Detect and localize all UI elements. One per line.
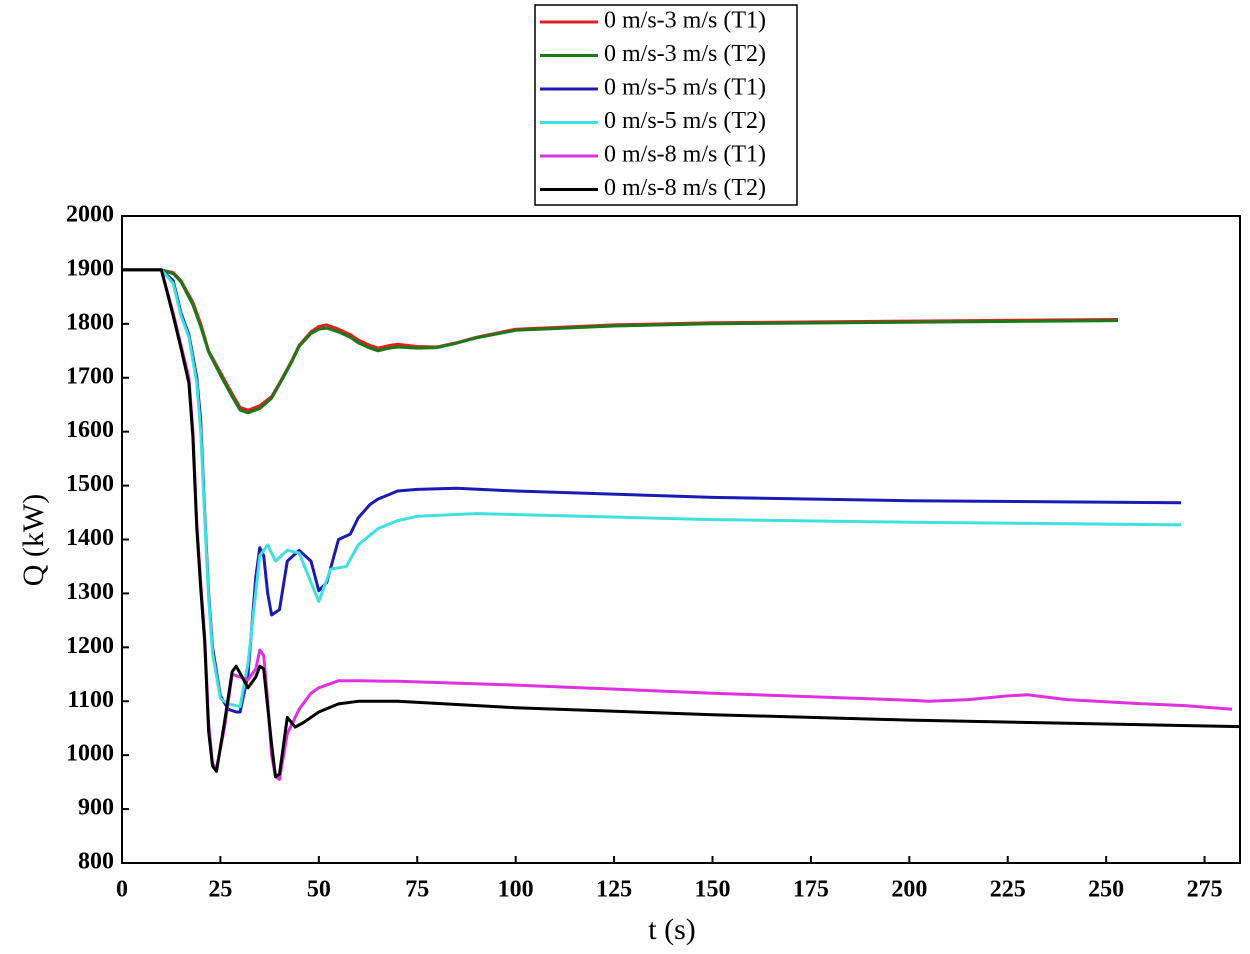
legend-label: 0 m/s-8 m/s (T2) <box>604 175 766 201</box>
x-tick-label: 175 <box>793 877 829 903</box>
x-tick-label: 275 <box>1187 877 1223 903</box>
y-tick-label: 1700 <box>66 363 114 389</box>
series-line <box>122 268 1119 415</box>
x-tick-label: 150 <box>694 877 730 903</box>
x-tick-label: 125 <box>596 877 632 903</box>
plot-frame <box>121 215 1241 864</box>
x-tick-label: 75 <box>405 877 429 903</box>
x-tick-label: 25 <box>208 877 232 903</box>
legend-label: 0 m/s-3 m/s (T2) <box>604 41 766 67</box>
legend-label: 0 m/s-5 m/s (T2) <box>604 108 766 134</box>
y-tick-label: 2000 <box>66 202 114 228</box>
y-tick-label: 1100 <box>67 687 114 713</box>
y-tick-label: 800 <box>78 849 114 875</box>
x-tick-label: 225 <box>990 877 1026 903</box>
y-tick-label: 1400 <box>66 525 114 551</box>
y-tick-label: 1500 <box>66 471 114 497</box>
y-tick-label: 1200 <box>66 633 114 659</box>
y-tick-label: 1800 <box>66 309 114 335</box>
series-line <box>122 268 1241 779</box>
y-axis-label: Q (kW) <box>17 494 50 586</box>
x-tick-label: 0 <box>116 877 128 903</box>
y-tick-label: 1600 <box>66 417 114 443</box>
x-tick-label: 200 <box>891 877 927 903</box>
series-line <box>122 268 1119 412</box>
legend-label: 0 m/s-3 m/s (T1) <box>604 8 766 34</box>
x-tick-label: 250 <box>1088 877 1124 903</box>
y-tick-label: 1300 <box>66 579 114 605</box>
series-line <box>122 268 1182 714</box>
y-tick-label: 1000 <box>66 741 114 767</box>
y-tick-label: 900 <box>78 795 114 821</box>
legend-label: 0 m/s-8 m/s (T1) <box>604 142 766 168</box>
series-line <box>122 268 1182 709</box>
x-axis-label: t (s) <box>648 913 696 946</box>
x-tick-label: 50 <box>307 877 331 903</box>
x-tick-label: 100 <box>498 877 534 903</box>
y-tick-label: 1900 <box>66 255 114 281</box>
legend-box <box>534 4 798 206</box>
legend-label: 0 m/s-5 m/s (T1) <box>604 75 766 101</box>
